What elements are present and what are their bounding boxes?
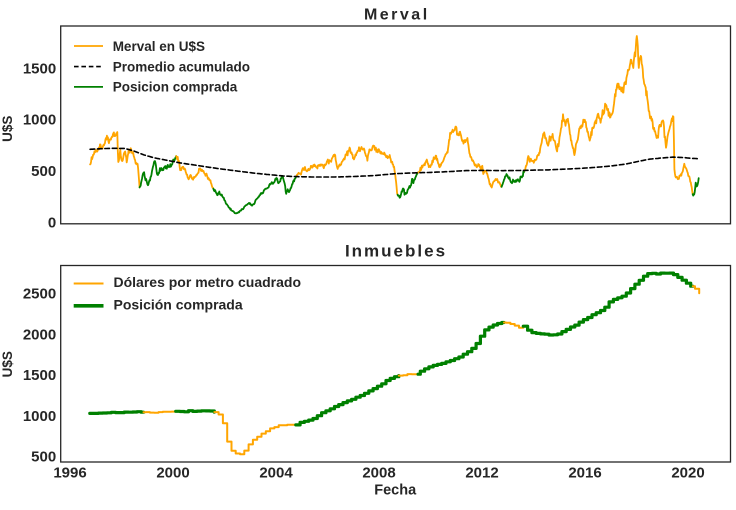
svg-text:2012: 2012 bbox=[465, 464, 498, 481]
svg-text:2000: 2000 bbox=[23, 326, 56, 343]
svg-text:1000: 1000 bbox=[23, 112, 56, 129]
svg-text:Posición comprada: Posición comprada bbox=[114, 296, 243, 312]
svg-text:500: 500 bbox=[31, 449, 56, 466]
svg-text:U$S: U$S bbox=[0, 351, 15, 377]
svg-text:1500: 1500 bbox=[23, 367, 56, 384]
svg-text:Fecha: Fecha bbox=[374, 483, 417, 499]
svg-text:Promedio acumulado: Promedio acumulado bbox=[113, 59, 250, 74]
svg-text:2020: 2020 bbox=[671, 464, 704, 481]
svg-text:2008: 2008 bbox=[362, 464, 395, 481]
svg-text:U$S: U$S bbox=[0, 116, 15, 142]
svg-text:1996: 1996 bbox=[53, 464, 86, 481]
svg-text:2016: 2016 bbox=[568, 464, 601, 481]
svg-text:1000: 1000 bbox=[23, 408, 56, 425]
svg-text:500: 500 bbox=[31, 163, 56, 180]
svg-text:1500: 1500 bbox=[23, 60, 56, 77]
svg-text:Merval: Merval bbox=[364, 7, 430, 24]
svg-text:Dólares por metro cuadrado: Dólares por metro cuadrado bbox=[114, 274, 302, 290]
svg-text:0: 0 bbox=[48, 214, 56, 231]
svg-text:Merval en U$S: Merval en U$S bbox=[113, 39, 205, 54]
svg-text:2000: 2000 bbox=[156, 464, 189, 481]
svg-text:2004: 2004 bbox=[259, 464, 293, 481]
svg-text:Posicion comprada: Posicion comprada bbox=[113, 80, 238, 95]
svg-text:Inmuebles: Inmuebles bbox=[345, 242, 447, 261]
svg-text:2500: 2500 bbox=[23, 286, 56, 303]
